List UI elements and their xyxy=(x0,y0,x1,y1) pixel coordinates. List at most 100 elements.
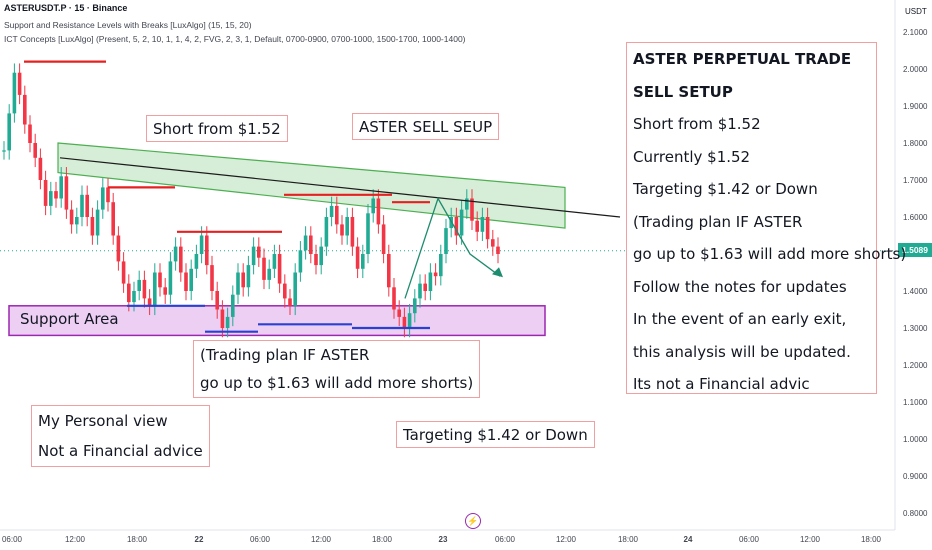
symbol-title[interactable]: ASTERUSDT.P · 15 · Binance xyxy=(4,3,128,13)
candle-body[interactable] xyxy=(80,194,84,217)
candle-body[interactable] xyxy=(267,268,271,280)
trendline[interactable] xyxy=(59,157,621,218)
candle-body[interactable] xyxy=(283,283,287,299)
candle-body[interactable] xyxy=(33,143,37,158)
candle-body[interactable] xyxy=(392,287,396,310)
candle-body[interactable] xyxy=(433,272,438,277)
candle-body[interactable] xyxy=(314,254,318,266)
candle-body[interactable] xyxy=(49,191,53,206)
candle-body[interactable] xyxy=(90,217,95,236)
candle-body[interactable] xyxy=(298,250,303,273)
candle-body[interactable] xyxy=(371,198,375,214)
candle-body[interactable] xyxy=(225,316,230,328)
candle-body[interactable] xyxy=(324,217,329,247)
candle-body[interactable] xyxy=(54,191,58,199)
candle-body[interactable] xyxy=(236,272,240,295)
candle-body[interactable] xyxy=(335,205,339,225)
candle-body[interactable] xyxy=(241,272,245,288)
candle-body[interactable] xyxy=(147,298,152,306)
candle-body[interactable] xyxy=(205,235,209,266)
candle-body[interactable] xyxy=(288,298,292,306)
candle-body[interactable] xyxy=(418,283,422,299)
candle-body[interactable] xyxy=(101,187,105,210)
candle-body[interactable] xyxy=(454,217,459,236)
candle-body[interactable] xyxy=(28,124,32,144)
candle-body[interactable] xyxy=(470,198,474,221)
candle-body[interactable] xyxy=(475,220,479,232)
candle-body[interactable] xyxy=(163,287,167,295)
candle-body[interactable] xyxy=(111,202,115,236)
candle-body[interactable] xyxy=(12,72,17,114)
candle-body[interactable] xyxy=(69,209,74,225)
candle-body[interactable] xyxy=(413,298,417,314)
candle-body[interactable] xyxy=(491,239,495,247)
candle-body[interactable] xyxy=(142,279,147,299)
candle-body[interactable] xyxy=(132,291,136,303)
candle-body[interactable] xyxy=(43,180,48,206)
candle-body[interactable] xyxy=(381,224,386,254)
candle-body[interactable] xyxy=(402,316,407,328)
candle-body[interactable] xyxy=(366,213,370,254)
candle-body[interactable] xyxy=(480,217,485,232)
candle-body[interactable] xyxy=(75,217,79,225)
candle-body[interactable] xyxy=(355,246,360,269)
candle-body[interactable] xyxy=(199,235,204,255)
candle-body[interactable] xyxy=(407,313,412,328)
candle-body[interactable] xyxy=(194,254,199,269)
candle-body[interactable] xyxy=(309,235,313,255)
candle-body[interactable] xyxy=(64,176,69,210)
lightning-icon[interactable]: ⚡ xyxy=(465,513,481,529)
candle-body[interactable] xyxy=(303,235,308,251)
support-zone[interactable] xyxy=(8,305,546,337)
candle-body[interactable] xyxy=(95,209,100,236)
candle-body[interactable] xyxy=(496,246,500,254)
candle-body[interactable] xyxy=(173,246,178,262)
candle-body[interactable] xyxy=(127,283,131,303)
candle-body[interactable] xyxy=(319,246,323,266)
candle-body[interactable] xyxy=(444,228,448,254)
candle-body[interactable] xyxy=(210,265,214,291)
projection-path[interactable] xyxy=(404,196,501,299)
candle-body[interactable] xyxy=(428,272,433,292)
candle-body[interactable] xyxy=(184,272,188,292)
candle-body[interactable] xyxy=(329,205,334,217)
candle-body[interactable] xyxy=(350,217,355,247)
candle-body[interactable] xyxy=(340,224,344,236)
candle-body[interactable] xyxy=(459,209,464,236)
candle-body[interactable] xyxy=(215,291,219,310)
candle-body[interactable] xyxy=(376,198,381,225)
indicator-ict-concepts[interactable]: ICT Concepts [LuxAlgo] (Present, 5, 2, 1… xyxy=(4,34,466,44)
price-scale[interactable] xyxy=(895,0,932,550)
candle-body[interactable] xyxy=(246,265,251,288)
candle-body[interactable] xyxy=(485,217,490,240)
candle-body[interactable] xyxy=(439,254,443,277)
candle-body[interactable] xyxy=(116,235,121,262)
candle-body[interactable] xyxy=(106,187,110,203)
candle-body[interactable] xyxy=(231,294,235,317)
candle-body[interactable] xyxy=(59,176,63,199)
candle-body[interactable] xyxy=(153,272,157,306)
candle-body[interactable] xyxy=(277,254,282,284)
candle-body[interactable] xyxy=(179,246,183,273)
candle-body[interactable] xyxy=(465,198,469,210)
candle-body[interactable] xyxy=(7,113,11,151)
indicator-sr-levels[interactable]: Support and Resistance Levels with Break… xyxy=(4,20,252,30)
candle-body[interactable] xyxy=(251,246,256,266)
candle-body[interactable] xyxy=(262,257,266,280)
candle-body[interactable] xyxy=(158,272,162,288)
candle-body[interactable] xyxy=(272,254,277,269)
candle-body[interactable] xyxy=(2,150,6,152)
candle-body[interactable] xyxy=(423,283,427,291)
candle-body[interactable] xyxy=(257,246,261,258)
candle-body[interactable] xyxy=(397,309,401,317)
candle-body[interactable] xyxy=(189,268,193,291)
candle-body[interactable] xyxy=(85,194,89,217)
candle-body[interactable] xyxy=(137,279,141,291)
candle-body[interactable] xyxy=(220,309,225,329)
candle-body[interactable] xyxy=(121,261,126,284)
candle-body[interactable] xyxy=(168,261,173,295)
candle-body[interactable] xyxy=(387,254,391,288)
candle-body[interactable] xyxy=(345,217,349,236)
candle-body[interactable] xyxy=(361,254,365,269)
